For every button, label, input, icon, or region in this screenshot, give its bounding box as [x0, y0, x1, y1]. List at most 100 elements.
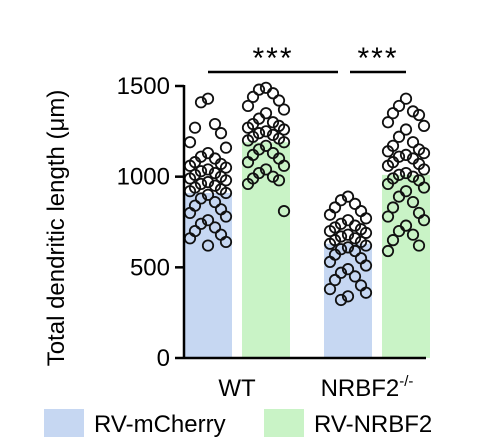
data-point [392, 168, 406, 181]
data-point [406, 195, 420, 209]
data-point [359, 212, 373, 225]
data-point [392, 130, 406, 143]
data-point [277, 205, 291, 218]
data-point [359, 259, 373, 272]
y-axis-label: Total dendritic length (μm) [43, 90, 70, 367]
data-point [417, 146, 431, 160]
data-point [219, 186, 233, 200]
data-point [334, 293, 348, 307]
data-point [392, 99, 406, 113]
data-point [381, 244, 395, 258]
data-point [334, 266, 348, 279]
data-point [188, 121, 202, 134]
data-point [246, 90, 260, 103]
legend-swatch [44, 409, 84, 437]
data-point [259, 139, 273, 152]
data-point [194, 96, 208, 109]
data-point [348, 270, 362, 283]
data-point [208, 179, 222, 192]
data-point [214, 127, 228, 140]
data-point [259, 81, 273, 94]
data-point [323, 224, 337, 238]
data-point [194, 177, 208, 191]
data-point [323, 208, 337, 221]
data-point [348, 244, 362, 258]
data-point [386, 107, 400, 120]
data-point [406, 136, 420, 149]
data-point [359, 226, 373, 239]
data-point [412, 108, 426, 122]
data-point [328, 273, 342, 287]
data-point [406, 105, 420, 118]
data-point [386, 201, 400, 214]
data-point [406, 170, 420, 183]
data-point [259, 107, 273, 120]
data-point [219, 141, 233, 154]
data-point [272, 174, 286, 187]
legend: RV-mCherry RV-NRBF2 [44, 409, 432, 438]
x-tick-superscript: -/- [399, 373, 413, 390]
data-point [277, 136, 291, 149]
data-point [241, 156, 255, 169]
data-point [406, 228, 420, 241]
data-point [392, 190, 406, 203]
y-tick-label: 500 [130, 254, 170, 281]
x-tick-label: NRBF2-/- [321, 373, 414, 402]
data-point [348, 197, 362, 210]
x-tick-labels: WT NRBF2-/- [218, 373, 413, 402]
data-point [381, 145, 395, 158]
data-point [219, 235, 233, 249]
data-point [348, 232, 362, 245]
data-point [266, 116, 280, 129]
legend-label: RV-NRBF2 [314, 411, 432, 438]
data-point [201, 163, 215, 176]
data-point [208, 195, 222, 209]
data-point [399, 148, 413, 162]
data-point [381, 159, 395, 172]
data-point [219, 174, 233, 187]
data-point [266, 170, 280, 183]
legend-swatch [264, 409, 304, 437]
data-point [252, 127, 266, 140]
data-point [348, 219, 362, 232]
data-point [381, 210, 395, 223]
data-point [272, 94, 286, 107]
data-point [323, 237, 337, 250]
significance-layer: *** *** [208, 42, 406, 75]
y-tick-label: 1000 [117, 164, 170, 191]
data-point [417, 214, 431, 227]
data-point [277, 123, 291, 136]
data-point [194, 217, 208, 230]
data-point [259, 163, 273, 176]
data-point [201, 214, 215, 227]
data-point [341, 228, 355, 241]
data-point [201, 92, 215, 105]
data-point [194, 165, 208, 178]
significance-label: *** [357, 42, 398, 75]
data-point [252, 83, 266, 96]
data-point [412, 239, 426, 252]
data-point [341, 241, 355, 254]
data-point [354, 205, 368, 218]
data-point [183, 136, 197, 149]
data-point [323, 255, 337, 268]
data-point [334, 230, 348, 243]
data-point [208, 221, 222, 234]
data-point [392, 224, 406, 238]
y-axis: 0 500 1000 1500 [117, 73, 426, 372]
y-tick-label: 1500 [117, 73, 170, 100]
legend-label: RV-mCherry [94, 411, 226, 438]
data-point [277, 103, 291, 116]
data-point [241, 99, 255, 113]
data-point [219, 210, 233, 223]
significance-label: *** [252, 42, 293, 75]
data-point [341, 190, 355, 203]
y-tick-label: 0 [157, 345, 170, 372]
data-point [241, 177, 255, 191]
data-point [277, 159, 291, 172]
data-point [399, 166, 413, 180]
data-point [201, 188, 215, 201]
data-point [328, 201, 342, 214]
points-layer [183, 81, 431, 307]
